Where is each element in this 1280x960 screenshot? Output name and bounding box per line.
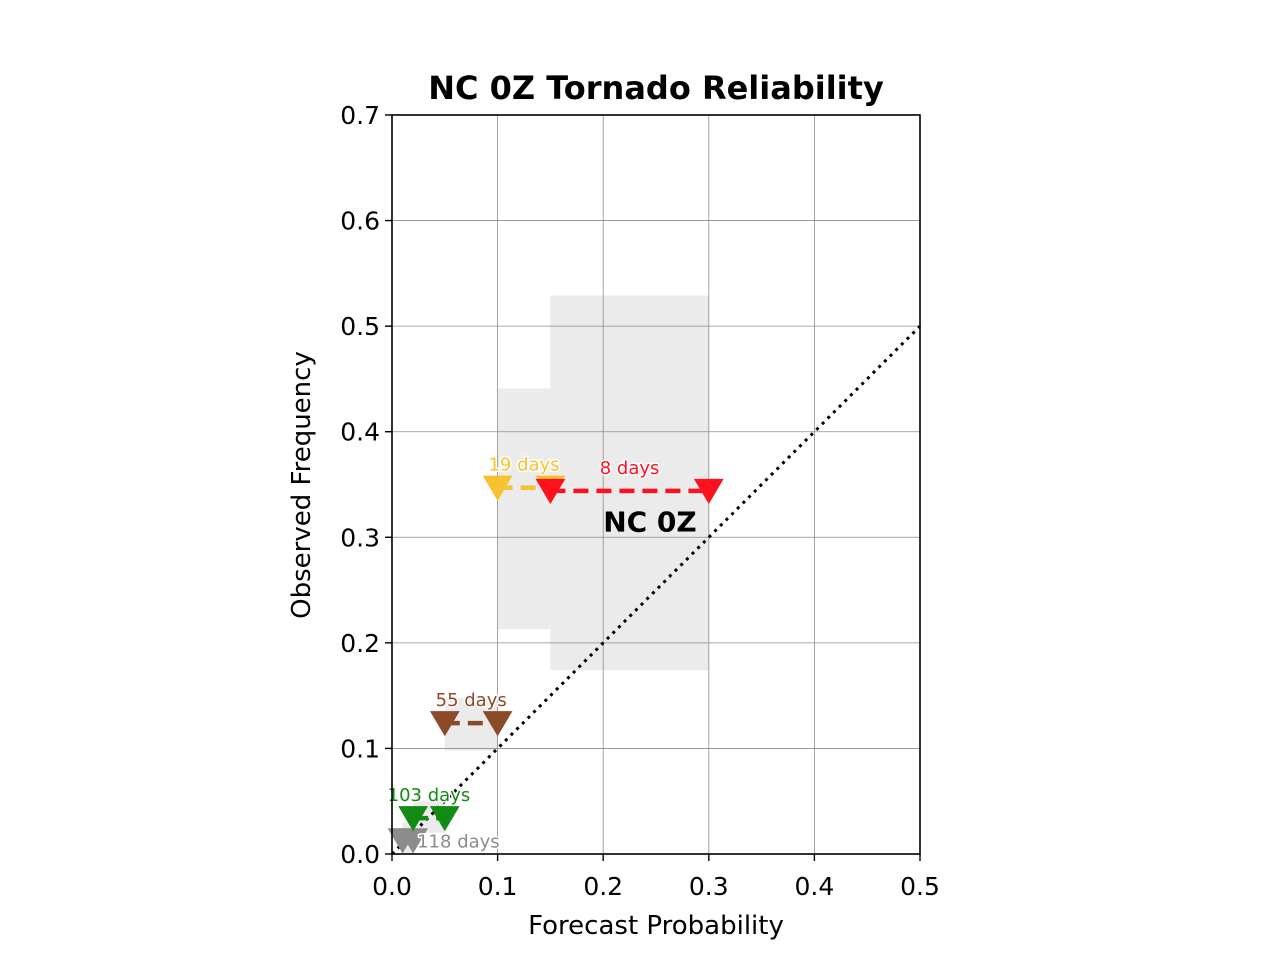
plot-frame (391, 114, 921, 855)
y-axis-label: Observed Frequency (287, 351, 317, 619)
reliability-series: 118 days 103 days 55 days 19 days 8 days (386, 453, 724, 854)
series-label-0: 118 days (417, 831, 500, 852)
series-label-3: 19 days (488, 455, 559, 476)
x-tick-label-5: 0.5 (900, 872, 940, 901)
x-tick-label-2: 0.2 (583, 872, 623, 901)
uncertainty-ranges (402, 295, 709, 854)
series-start-marker-3 (482, 475, 513, 501)
series-2: 55 days (429, 689, 513, 737)
x-tick-label-1: 0.1 (478, 872, 518, 901)
x-tick-label-0: 0.0 (372, 872, 412, 901)
x-tick-label-3: 0.3 (689, 872, 729, 901)
series-start-marker-1 (398, 806, 428, 832)
chart-title: NC 0Z Tornado Reliability (428, 69, 884, 107)
y-tick-label-7: 0.7 (340, 101, 380, 130)
series-end-marker-2 (482, 711, 513, 737)
series-start-marker-4 (535, 478, 566, 505)
series-label-1: 103 days (388, 785, 471, 806)
series-4: 8 days (535, 456, 724, 505)
x-axis-label: Forecast Probability (528, 911, 784, 941)
y-tick-label-5: 0.5 (340, 312, 380, 341)
range-band-4 (550, 295, 709, 671)
y-axis-ticks: 0.0 0.1 0.2 0.3 0.4 0.5 0.6 0.7 (340, 101, 392, 869)
y-tick-label-4: 0.4 (340, 418, 380, 447)
y-tick-label-6: 0.6 (340, 207, 380, 236)
x-tick-label-4: 0.4 (795, 872, 835, 901)
series-end-marker-1 (429, 806, 460, 832)
series-end-marker-4 (693, 478, 724, 505)
range-band-3 (497, 388, 551, 630)
y-tick-label-0: 0.0 (340, 840, 380, 869)
series-0: 118 days (387, 828, 501, 854)
y-tick-label-2: 0.2 (340, 629, 380, 658)
region-label: NC 0Z (603, 505, 697, 538)
y-tick-label-1: 0.1 (340, 734, 380, 763)
series-end-marker-0 (398, 828, 428, 854)
series-label-2: 55 days (436, 690, 507, 711)
y-tick-label-3: 0.3 (340, 523, 380, 552)
series-start-marker-2 (429, 711, 460, 737)
series-1: 103 days (386, 784, 472, 832)
x-axis-ticks: 0.0 0.1 0.2 0.3 0.4 0.5 (372, 854, 940, 901)
series-label-4: 8 days (600, 458, 660, 479)
